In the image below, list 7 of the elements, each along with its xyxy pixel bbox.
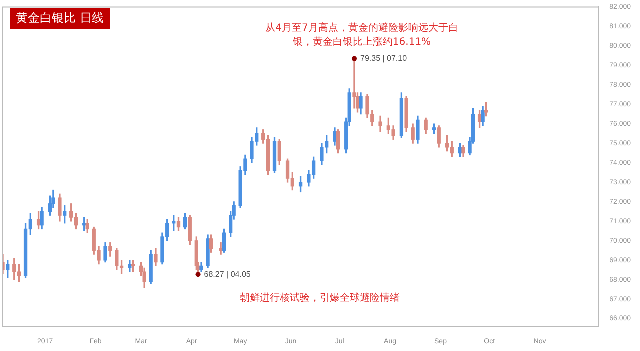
chart-title: 黄金白银比 日线 <box>10 8 110 29</box>
annotation: 79.35 | 07.10 <box>360 54 408 64</box>
annotation: 68.27 | 04.05 <box>204 270 252 279</box>
annotation: 朝鲜进行核试验，引爆全球避险情绪 <box>239 292 401 306</box>
candlestick <box>219 242 223 255</box>
annotation: 从4月至7月高点，黄金的避险影响远大于白银，黄金白银比上涨约16.11% <box>264 22 460 50</box>
candlestick <box>352 58 356 109</box>
